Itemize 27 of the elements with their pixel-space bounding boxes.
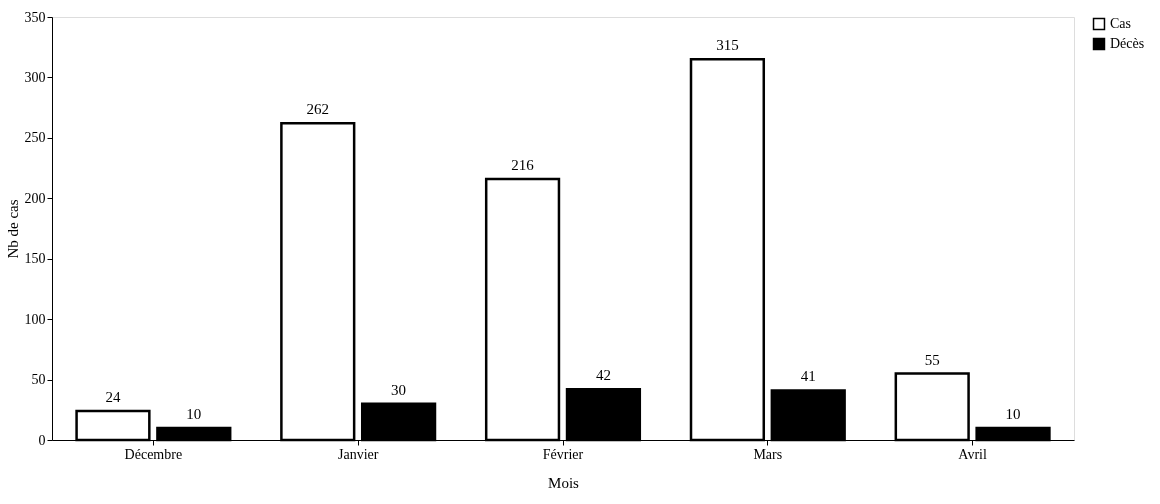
data-label: 42 xyxy=(595,367,611,384)
y-tick-label: 350 xyxy=(24,9,46,25)
y-tick-label: 300 xyxy=(24,69,46,85)
y-tick-label: 0 xyxy=(38,432,46,448)
data-label: 216 xyxy=(511,156,535,173)
data-label: 55 xyxy=(924,351,940,368)
legend-label: Cas xyxy=(1110,16,1131,31)
x-tick-label: Février xyxy=(542,446,584,462)
data-label: 24 xyxy=(105,388,121,405)
y-tick-label: 50 xyxy=(31,372,46,388)
data-label: 41 xyxy=(800,368,816,385)
y-tick-label: 200 xyxy=(24,190,46,206)
x-tick-label: Janvier xyxy=(337,446,379,462)
y-tick-label: 250 xyxy=(24,130,46,146)
y-axis-title: Nb de cas xyxy=(4,199,21,259)
data-label: 262 xyxy=(306,101,330,118)
data-label: 10 xyxy=(1005,405,1021,422)
data-label: 10 xyxy=(186,405,202,422)
x-axis-title: Mois xyxy=(548,474,580,491)
x-tick-label: Mars xyxy=(753,446,783,462)
y-tick-label: 100 xyxy=(24,311,46,327)
y-tick-label: 150 xyxy=(24,251,46,267)
x-tick-label: Décembre xyxy=(124,446,183,462)
data-label: 315 xyxy=(716,37,739,54)
x-tick-label: Avril xyxy=(958,446,987,462)
legend-label: Décès xyxy=(1110,36,1145,51)
data-label: 30 xyxy=(391,381,407,398)
